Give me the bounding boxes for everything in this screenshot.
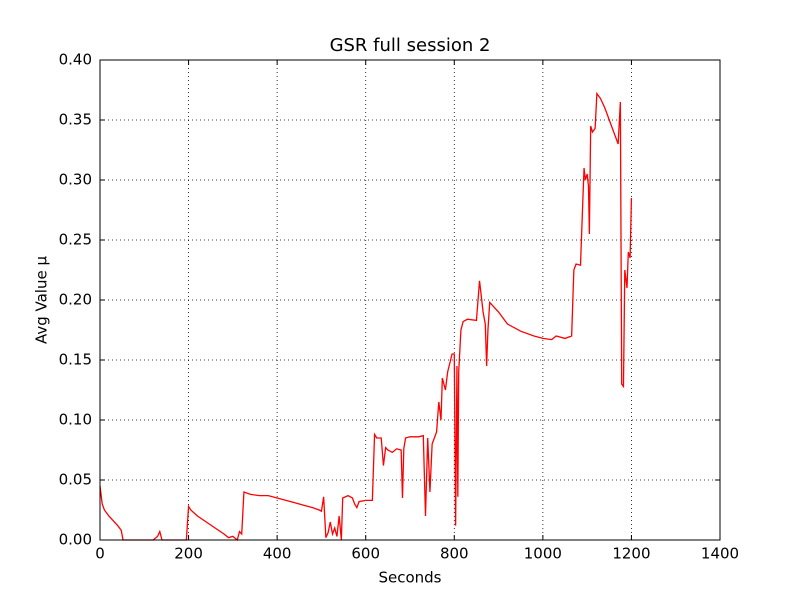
y-tick-label: 0.40 <box>59 51 92 69</box>
y-tick-label: 0.05 <box>59 471 92 489</box>
y-tick-label: 0.35 <box>59 111 92 129</box>
y-axis-label: Avg Value µ <box>33 256 51 345</box>
x-tick-label: 1400 <box>701 545 739 563</box>
data-line <box>99 91 633 542</box>
x-tick-label: 1000 <box>524 545 562 563</box>
plot-frame <box>99 59 721 541</box>
x-tick-label: 400 <box>263 545 292 563</box>
y-tick-label: 0.10 <box>59 411 92 429</box>
x-tick-label: 200 <box>174 545 203 563</box>
x-tick-label: 600 <box>351 545 380 563</box>
x-tick-label: 800 <box>440 545 469 563</box>
x-tick-label: 1200 <box>612 545 650 563</box>
y-tick-label: 0.25 <box>59 231 92 249</box>
x-tick-label: 0 <box>95 545 105 563</box>
y-tick-label: 0.30 <box>59 171 92 189</box>
y-tick-label: 0.20 <box>59 291 92 309</box>
y-tick-label: 0.00 <box>59 531 92 549</box>
y-tick-label: 0.15 <box>59 351 92 369</box>
x-axis-label: Seconds <box>378 569 441 587</box>
chart-title: GSR full session 2 <box>330 35 491 56</box>
